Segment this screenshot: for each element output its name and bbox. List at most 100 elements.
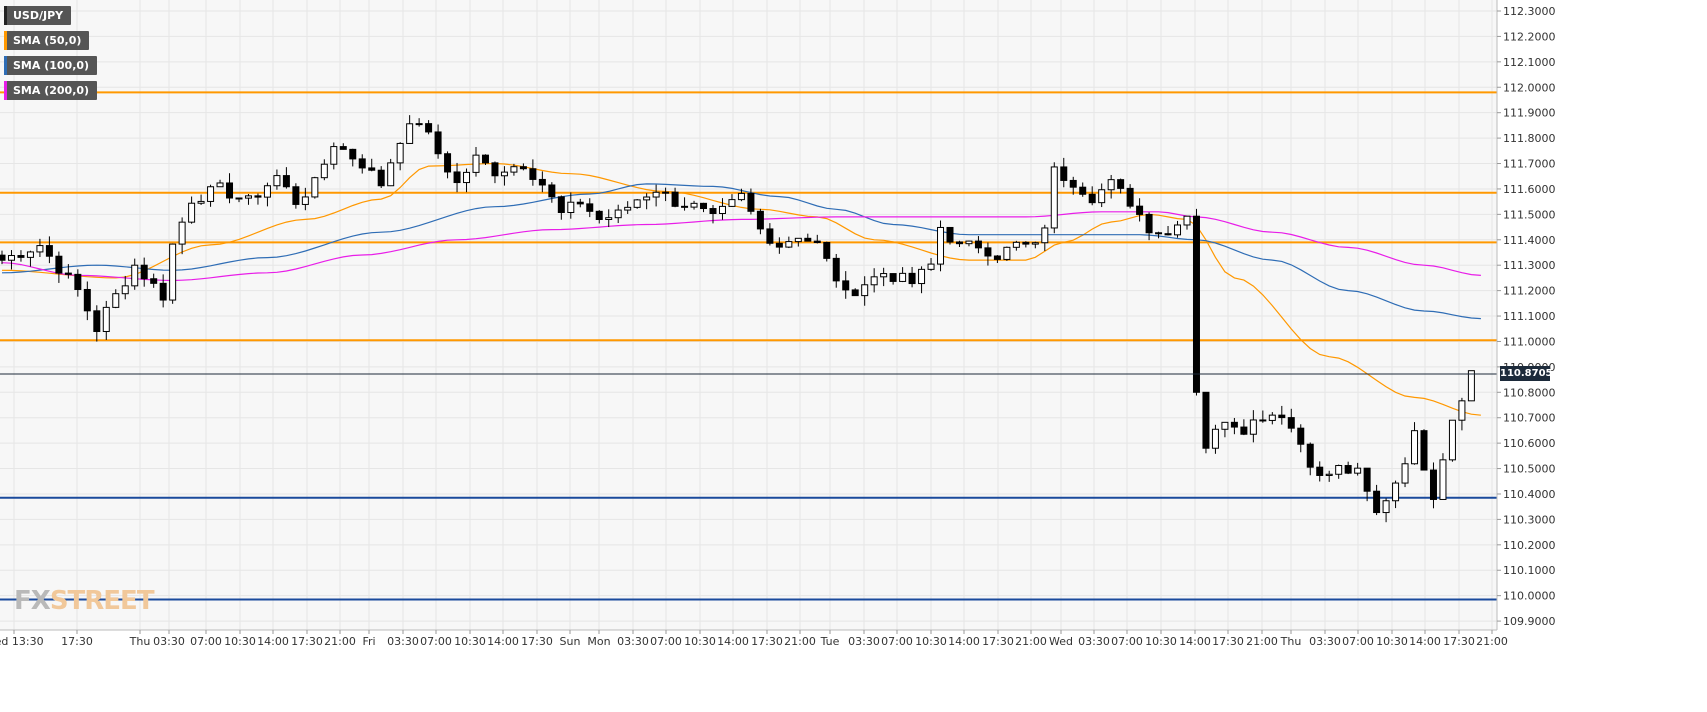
candle-body [159,282,167,301]
candle-body [1174,224,1182,236]
x-tick-label: Wed [1049,635,1073,648]
sma50-line [1,162,1481,416]
candle-body [1411,430,1419,465]
candle-body [510,166,518,173]
legend-sma50[interactable]: SMA (50,0) [4,31,90,50]
candle-body [301,196,309,205]
candle-body [756,210,764,230]
x-tick-label: 10:30 [1376,635,1408,648]
candle-body [330,146,338,165]
candle-body [643,196,651,201]
candle-body [434,131,442,155]
candle-body [1202,391,1210,449]
legend-symbol[interactable]: USD/JPY [4,6,72,25]
candle-body [690,202,698,208]
candle-body [937,226,945,265]
candle-body [1448,419,1456,461]
candle-body [1401,463,1409,484]
candle-body [1050,166,1058,229]
candle-body [55,255,63,274]
y-tick-label: 112.2000 [1503,30,1556,43]
candle-body [197,200,205,204]
candle-body [804,237,812,242]
candle-body [1240,426,1248,435]
candle-body [491,162,499,177]
candle-body [1439,459,1447,500]
candle-body [36,245,44,253]
candle-body [406,123,414,144]
y-tick-label: 111.7000 [1503,158,1556,171]
candle-body [851,289,859,297]
candle-body [1287,417,1295,429]
y-tick-label: 111.1000 [1503,310,1556,323]
x-tick-label: Sun [560,635,581,648]
y-tick-label: 111.9000 [1503,107,1556,120]
x-tick-label: 07:00 [650,635,682,648]
candle-body [974,240,982,249]
candle-body [1278,414,1286,419]
candle-body [263,185,271,198]
candle-body [1012,241,1020,248]
candle-body [567,201,575,213]
candle-body [870,276,878,286]
candle-body [396,142,404,164]
candle-body [226,182,234,199]
x-tick-label: 03:30 [848,635,880,648]
y-tick-label: 110.0000 [1503,590,1556,603]
candle-body [1031,242,1039,245]
candle-body [709,208,717,214]
candle-body [93,310,101,332]
candle-body [415,123,423,126]
sma200-line [1,211,1481,282]
x-tick-label: 07:00 [1111,635,1143,648]
x-tick-label: 10:30 [915,635,947,648]
candle-body [1354,467,1362,474]
symbol-swatch [4,6,7,25]
candle-body [557,196,565,213]
candle-body [775,242,783,248]
candle-body [349,148,357,160]
candle-body [908,272,916,285]
x-tick-label: 10:30 [224,635,256,648]
candle-body [946,226,954,243]
candle-body [1420,430,1428,471]
candle-body [718,205,726,214]
candle-body [481,154,489,164]
candle-body [1088,193,1096,204]
x-tick-label: 17:30 [982,635,1014,648]
candle-body [1145,213,1153,234]
candle-body [74,273,82,290]
candle-body [624,206,632,211]
x-tick-label: 17:30 [521,635,553,648]
candle-body [387,162,395,187]
candles [0,115,1475,523]
legend-sma100[interactable]: SMA (100,0) [4,56,98,75]
candle-body [529,168,537,180]
candle-body [1069,179,1077,188]
candle-body [880,273,888,278]
x-tick-label: 21:00 [1246,635,1278,648]
candle-body [1003,246,1011,260]
x-tick-label: 21:00 [1015,635,1047,648]
x-tick-label: 14:00 [1409,635,1441,648]
candle-body [681,205,689,208]
candle-body [1098,189,1106,204]
candle-body [538,178,546,186]
x-tick-label: 03:30 [387,635,419,648]
candle-body [188,202,196,223]
candle-body [993,255,1001,260]
candle-body [861,284,869,297]
candle-body [728,199,736,207]
candle-body [1079,186,1087,195]
y-tick-label: 109.9000 [1503,615,1556,628]
candle-body [444,153,452,173]
candle-body [832,257,840,282]
x-tick-label: 03:30 [617,635,649,648]
y-tick-label: 112.0000 [1503,81,1556,94]
candle-body [1392,482,1400,502]
candle-body [823,242,831,259]
candle-body [955,241,963,245]
candle-body [519,166,527,170]
legend-sma200[interactable]: SMA (200,0) [4,81,98,100]
candle-body [1221,421,1229,430]
